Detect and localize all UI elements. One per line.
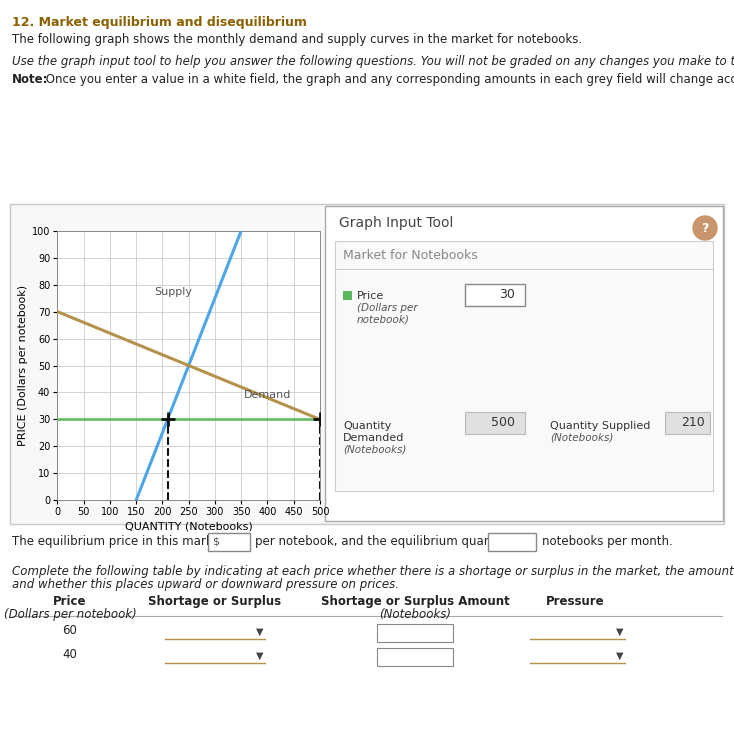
Circle shape: [693, 216, 717, 240]
Text: ▼: ▼: [616, 627, 623, 637]
Text: Demanded: Demanded: [343, 433, 404, 443]
Text: (Notebooks): (Notebooks): [379, 608, 451, 621]
FancyBboxPatch shape: [465, 412, 525, 434]
FancyBboxPatch shape: [343, 291, 352, 300]
Text: Note:: Note:: [12, 73, 48, 86]
Text: 40: 40: [62, 649, 78, 661]
Text: The following graph shows the monthly demand and supply curves in the market for: The following graph shows the monthly de…: [12, 33, 582, 46]
Text: 210: 210: [681, 416, 705, 429]
Text: 500: 500: [491, 416, 515, 429]
Text: Once you enter a value in a white field, the graph and any corresponding amounts: Once you enter a value in a white field,…: [42, 73, 734, 86]
FancyBboxPatch shape: [488, 533, 536, 551]
Text: notebook): notebook): [357, 315, 410, 325]
Text: 60: 60: [62, 625, 78, 637]
Text: per notebook, and the equilibrium quantity is: per notebook, and the equilibrium quanti…: [255, 536, 524, 548]
Text: ▼: ▼: [616, 651, 623, 661]
Text: Supply: Supply: [154, 288, 192, 297]
Text: ▼: ▼: [255, 627, 263, 637]
Text: Price: Price: [357, 291, 385, 301]
FancyBboxPatch shape: [10, 204, 724, 524]
FancyBboxPatch shape: [377, 624, 453, 642]
X-axis label: QUANTITY (Notebooks): QUANTITY (Notebooks): [125, 521, 252, 532]
Text: and whether this places upward or downward pressure on prices.: and whether this places upward or downwa…: [12, 578, 399, 591]
Text: notebooks per month.: notebooks per month.: [542, 536, 673, 548]
Text: Use the graph input tool to help you answer the following questions. You will no: Use the graph input tool to help you ans…: [12, 55, 734, 68]
Text: ▼: ▼: [255, 651, 263, 661]
Text: Shortage or Surplus: Shortage or Surplus: [148, 595, 282, 608]
FancyBboxPatch shape: [208, 533, 250, 551]
Text: 12. Market equilibrium and disequilibrium: 12. Market equilibrium and disequilibriu…: [12, 16, 307, 29]
Text: Complete the following table by indicating at each price whether there is a shor: Complete the following table by indicati…: [12, 565, 734, 578]
Text: Price: Price: [54, 595, 87, 608]
FancyBboxPatch shape: [665, 412, 710, 434]
Text: (Dollars per: (Dollars per: [357, 303, 418, 313]
Text: Quantity Supplied: Quantity Supplied: [550, 421, 650, 431]
FancyBboxPatch shape: [335, 241, 713, 491]
Text: (Notebooks): (Notebooks): [343, 445, 407, 455]
Text: Demand: Demand: [244, 390, 291, 400]
Text: ?: ?: [701, 222, 709, 234]
Text: (Notebooks): (Notebooks): [550, 433, 614, 443]
Text: $: $: [212, 537, 219, 547]
FancyBboxPatch shape: [465, 284, 525, 306]
Text: Graph Input Tool: Graph Input Tool: [339, 216, 454, 230]
Text: 30: 30: [499, 288, 515, 302]
FancyBboxPatch shape: [325, 206, 723, 521]
Text: The equilibrium price in this market is: The equilibrium price in this market is: [12, 536, 238, 548]
Text: (Dollars per notebook): (Dollars per notebook): [4, 608, 137, 621]
Y-axis label: PRICE (Dollars per notebook): PRICE (Dollars per notebook): [18, 285, 28, 446]
FancyBboxPatch shape: [377, 648, 453, 666]
Text: Pressure: Pressure: [545, 595, 604, 608]
Text: Shortage or Surplus Amount: Shortage or Surplus Amount: [321, 595, 509, 608]
Text: Quantity: Quantity: [343, 421, 391, 431]
Text: Market for Notebooks: Market for Notebooks: [343, 249, 478, 262]
